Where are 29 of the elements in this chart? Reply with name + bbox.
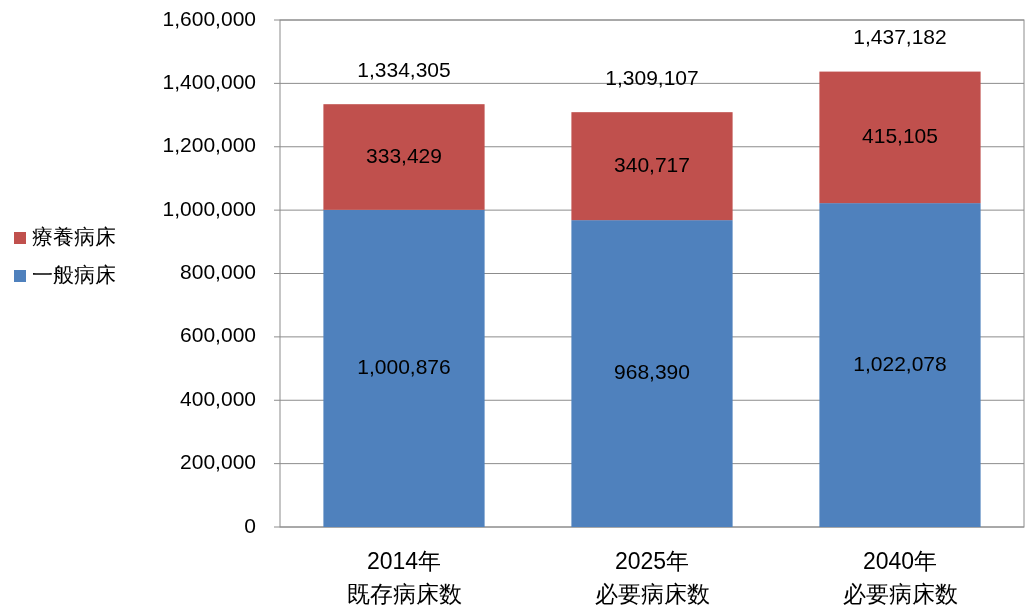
bar bbox=[571, 112, 733, 221]
x-tick-label: 2025年必要病床数 bbox=[594, 548, 710, 608]
total-label: 1,334,305 bbox=[357, 57, 451, 81]
x-tick-label: 2014年既存病床数 bbox=[346, 548, 462, 608]
bar bbox=[323, 104, 485, 210]
bar bbox=[323, 209, 485, 527]
y-tick-label: 1,600,000 bbox=[162, 6, 256, 30]
y-tick-label: 1,000,000 bbox=[162, 196, 256, 220]
y-tick-label: 1,200,000 bbox=[162, 133, 256, 157]
bar bbox=[819, 71, 981, 204]
y-tick-label: 0 bbox=[244, 513, 256, 537]
y-tick-label: 1,400,000 bbox=[162, 69, 256, 93]
data-label: 415,105 bbox=[862, 123, 938, 147]
y-tick-label: 400,000 bbox=[180, 386, 256, 410]
y-tick-label: 200,000 bbox=[180, 450, 256, 474]
y-tick-label: 800,000 bbox=[180, 260, 256, 284]
data-label: 1,022,078 bbox=[853, 351, 947, 375]
total-label: 1,437,182 bbox=[853, 25, 947, 49]
x-tick-label: 2040年必要病床数 bbox=[842, 548, 958, 608]
bar bbox=[819, 203, 981, 527]
data-label: 340,717 bbox=[614, 152, 690, 176]
total-label: 1,309,107 bbox=[605, 65, 699, 89]
legend-label: 療養病床 bbox=[32, 224, 116, 248]
data-label: 968,390 bbox=[614, 360, 690, 384]
y-tick-label: 600,000 bbox=[180, 323, 256, 347]
bar bbox=[571, 220, 733, 527]
legend-label: 一般病床 bbox=[32, 262, 116, 286]
data-label: 333,429 bbox=[366, 143, 442, 167]
data-label: 1,000,876 bbox=[357, 354, 451, 378]
